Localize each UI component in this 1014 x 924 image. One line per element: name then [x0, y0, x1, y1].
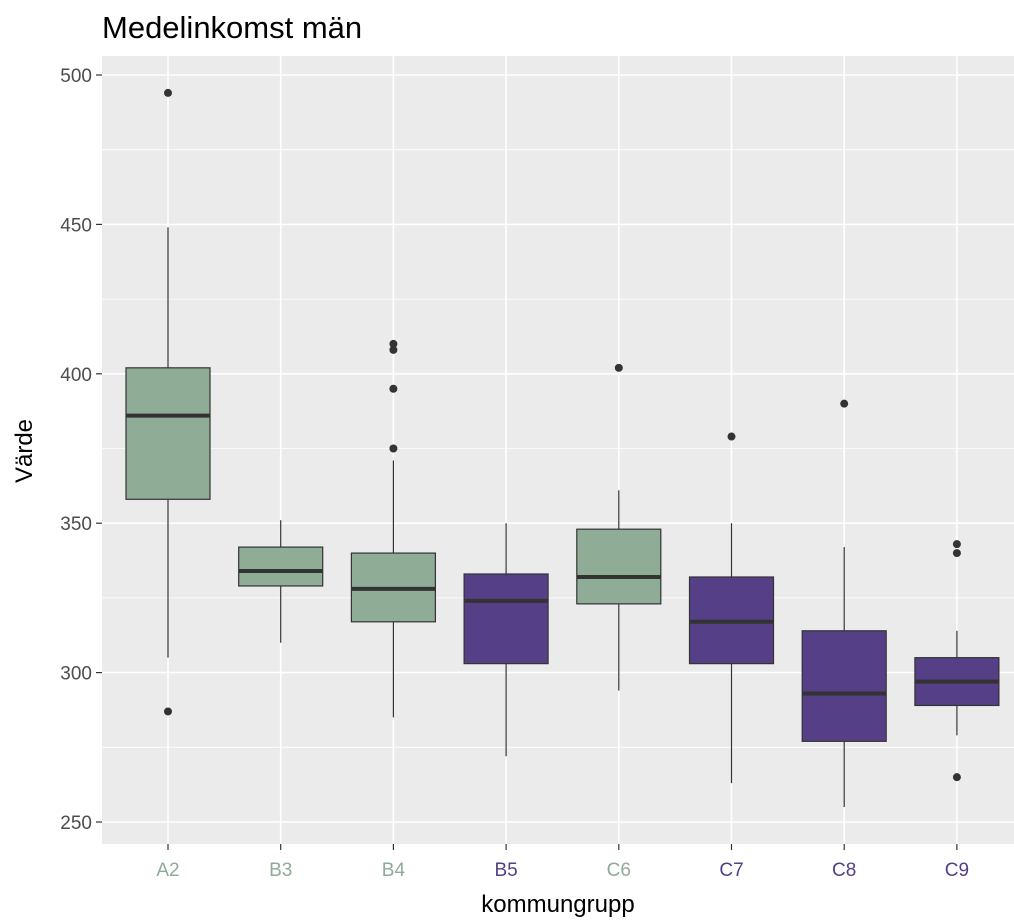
x-tick-label: B4 [382, 860, 406, 881]
box-B5 [463, 523, 549, 757]
box-B3 [238, 520, 324, 643]
x-tick-label: C6 [607, 860, 631, 881]
x-tick-label: B5 [494, 860, 517, 881]
outlier-point [952, 549, 961, 558]
chart-title: Medelinkomst män [102, 10, 362, 45]
outlier-point [952, 540, 961, 549]
box-body [125, 367, 211, 500]
box-body [463, 573, 549, 665]
outlier-point [952, 773, 961, 782]
box-B4 [350, 339, 436, 718]
y-tick-label: 300 [60, 664, 92, 685]
y-axis-title: Värde [11, 419, 38, 483]
x-tick-label: B3 [269, 860, 292, 881]
y-tick-label: 450 [60, 215, 92, 236]
x-tick-label: C8 [832, 860, 856, 881]
box-A2 [125, 88, 211, 716]
box-body [801, 630, 887, 742]
outlier-point [840, 399, 849, 408]
x-tick-label: C9 [945, 860, 969, 881]
box-body [238, 546, 324, 587]
outlier-point [727, 432, 736, 441]
y-axis-ticks: 250 300 350 400 450 500 [60, 66, 102, 834]
y-tick-label: 500 [60, 66, 92, 87]
outlier-point [164, 88, 172, 97]
outlier-point [164, 707, 172, 716]
box-C9 [914, 540, 1000, 782]
box-layer [125, 88, 1000, 808]
outlier-point [389, 444, 398, 453]
x-tick-label: C7 [719, 860, 743, 881]
outlier-point [389, 384, 398, 393]
box-C6 [576, 363, 662, 691]
x-axis-ticks: A2 B3 B4 B5 C6 C7 C8 C9 [156, 844, 969, 881]
y-tick-label: 400 [60, 365, 92, 386]
box-body [576, 528, 662, 605]
box-C8 [801, 399, 887, 808]
x-axis-title: kommungrupp [481, 891, 634, 918]
outlier-point [389, 339, 398, 348]
x-tick-label: A2 [156, 860, 179, 881]
y-tick-label: 250 [60, 813, 92, 834]
outlier-point [614, 363, 623, 372]
box-C7 [688, 432, 775, 784]
y-tick-label: 350 [60, 514, 92, 535]
outlier-point [389, 345, 398, 354]
